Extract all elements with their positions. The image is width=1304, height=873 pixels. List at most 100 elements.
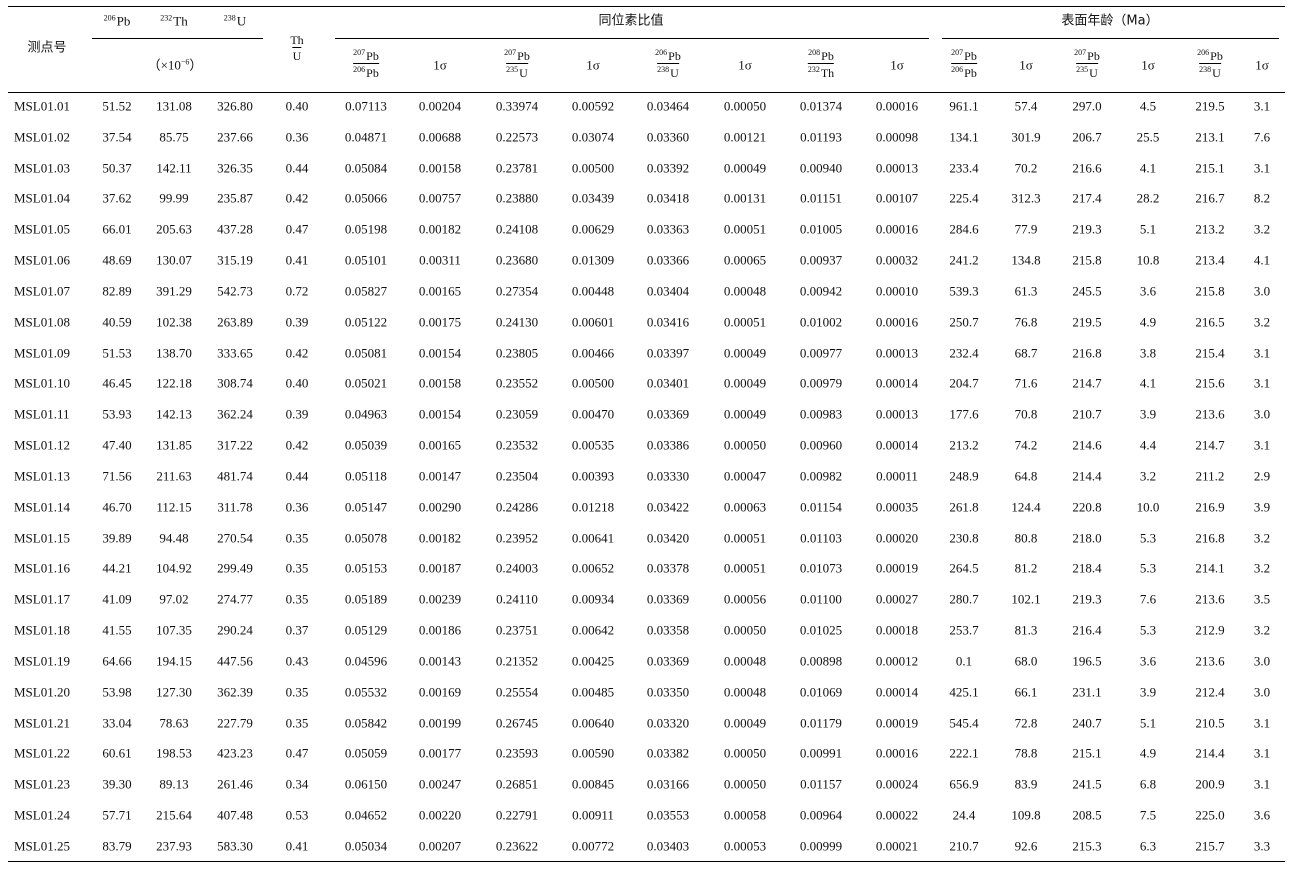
cell: 326.35 bbox=[217, 160, 253, 176]
cell: 539.3 bbox=[949, 283, 979, 299]
content-header: 238U bbox=[224, 14, 246, 28]
element: U bbox=[1212, 66, 1221, 80]
cell: 0.00207 bbox=[418, 838, 462, 854]
mass-number: 208 bbox=[808, 48, 821, 57]
cell: 0.05034 bbox=[344, 838, 388, 854]
cell: 214.7 bbox=[1072, 375, 1102, 391]
element: Pb bbox=[1210, 49, 1223, 63]
mass-number: 206 bbox=[103, 13, 116, 23]
cell: 0.01218 bbox=[571, 499, 615, 515]
cell: 270.54 bbox=[217, 530, 253, 546]
cell: 102.1 bbox=[1011, 591, 1041, 607]
cell: 4.4 bbox=[1139, 437, 1157, 453]
cell: 94.48 bbox=[159, 530, 189, 546]
isotope: 235U bbox=[506, 66, 528, 80]
cell: 0.23751 bbox=[495, 622, 539, 638]
cell: 0.00979 bbox=[799, 375, 843, 391]
cell: 215.64 bbox=[156, 807, 192, 823]
row-id: MSL01.03 bbox=[14, 160, 70, 176]
row-id: MSL01.19 bbox=[14, 653, 70, 669]
cell: 0.53 bbox=[285, 807, 309, 823]
cell: 0.00014 bbox=[875, 684, 919, 700]
cell: 57.71 bbox=[102, 807, 132, 823]
numerator: 206Pb bbox=[1197, 49, 1223, 63]
cell: 0.00048 bbox=[723, 653, 767, 669]
row-id: MSL01.23 bbox=[14, 776, 70, 792]
cell: 0.03366 bbox=[646, 252, 690, 268]
isotope: 206Pb bbox=[353, 66, 379, 80]
cell: 3.0 bbox=[1253, 653, 1271, 669]
cell: 0.00182 bbox=[418, 221, 462, 237]
cell: 0.05198 bbox=[344, 221, 388, 237]
cell: 0.05059 bbox=[344, 745, 388, 761]
cell: 3.1 bbox=[1253, 715, 1271, 731]
cell: 3.6 bbox=[1139, 653, 1157, 669]
cell: 0.00143 bbox=[418, 653, 462, 669]
cell: 297.0 bbox=[1072, 98, 1102, 114]
cell: 76.8 bbox=[1014, 314, 1038, 330]
cell: 222.1 bbox=[949, 745, 979, 761]
cell: 315.19 bbox=[217, 252, 253, 268]
denominator: 235U bbox=[506, 63, 528, 79]
cell: 0.00982 bbox=[799, 468, 843, 484]
cell: 71.6 bbox=[1014, 375, 1038, 391]
cell: 0.03369 bbox=[646, 406, 690, 422]
cell: 0.00911 bbox=[572, 807, 614, 823]
denominator: 206Pb bbox=[353, 63, 379, 79]
cell: 0.01374 bbox=[799, 98, 843, 114]
cell: 253.7 bbox=[949, 622, 979, 638]
cell: 7.5 bbox=[1139, 807, 1157, 823]
cell: 0.23952 bbox=[495, 530, 539, 546]
element: Th bbox=[820, 66, 835, 80]
cell: 212.4 bbox=[1195, 684, 1225, 700]
element: Pb bbox=[366, 49, 379, 63]
cell: 0.05101 bbox=[344, 252, 388, 268]
header-id: 测点号 bbox=[27, 40, 67, 56]
cell: 961.1 bbox=[949, 98, 979, 114]
cell: 0.05066 bbox=[344, 190, 388, 206]
cell: 218.4 bbox=[1072, 560, 1102, 576]
cell: 0.24108 bbox=[495, 221, 539, 237]
isotope: 207Pb bbox=[504, 49, 530, 63]
cell: 263.89 bbox=[217, 314, 253, 330]
cell: 219.3 bbox=[1072, 221, 1102, 237]
cell: 3.1 bbox=[1253, 375, 1271, 391]
row-id: MSL01.13 bbox=[14, 468, 70, 484]
cell: 5.1 bbox=[1139, 715, 1157, 731]
cell: 0.00051 bbox=[723, 314, 767, 330]
cell: 0.03386 bbox=[646, 437, 690, 453]
row-id: MSL01.17 bbox=[14, 591, 70, 607]
cell: 3.0 bbox=[1253, 406, 1271, 422]
cell: 68.0 bbox=[1014, 653, 1038, 669]
cell: 0.05081 bbox=[344, 345, 388, 361]
cell: 0.35 bbox=[285, 560, 309, 576]
row-id: MSL01.22 bbox=[14, 745, 70, 761]
mass-number: 207 bbox=[1074, 48, 1087, 57]
cell: 211.63 bbox=[156, 468, 192, 484]
cell: 0.00158 bbox=[418, 160, 462, 176]
cell: 47.40 bbox=[102, 437, 132, 453]
cell: 3.2 bbox=[1253, 530, 1271, 546]
isotope: 206Pb bbox=[1197, 49, 1223, 63]
row-id: MSL01.09 bbox=[14, 345, 70, 361]
cell: 0.01154 bbox=[800, 499, 842, 515]
top-rule bbox=[8, 6, 1285, 7]
cell: 40.59 bbox=[102, 314, 132, 330]
cell: 0.00050 bbox=[723, 776, 767, 792]
cell: 214.4 bbox=[1195, 745, 1225, 761]
cell: 391.29 bbox=[156, 283, 192, 299]
denominator: 206Pb bbox=[951, 63, 977, 79]
isotope: 208Pb bbox=[808, 49, 834, 63]
cell: 656.9 bbox=[949, 776, 979, 792]
fraction: 206Pb 238U bbox=[655, 49, 681, 80]
cell: 0.03358 bbox=[646, 622, 690, 638]
isotope: 235U bbox=[1076, 66, 1098, 80]
cell: 7.6 bbox=[1139, 591, 1157, 607]
cell: 583.30 bbox=[217, 838, 253, 854]
cell: 0.00964 bbox=[799, 807, 843, 823]
cell: 0.03422 bbox=[646, 499, 690, 515]
cell: 0.00021 bbox=[875, 838, 919, 854]
cell: 5.3 bbox=[1139, 560, 1157, 576]
fraction: 207Pb 206Pb bbox=[353, 49, 379, 79]
cell: 0.00131 bbox=[723, 190, 767, 206]
